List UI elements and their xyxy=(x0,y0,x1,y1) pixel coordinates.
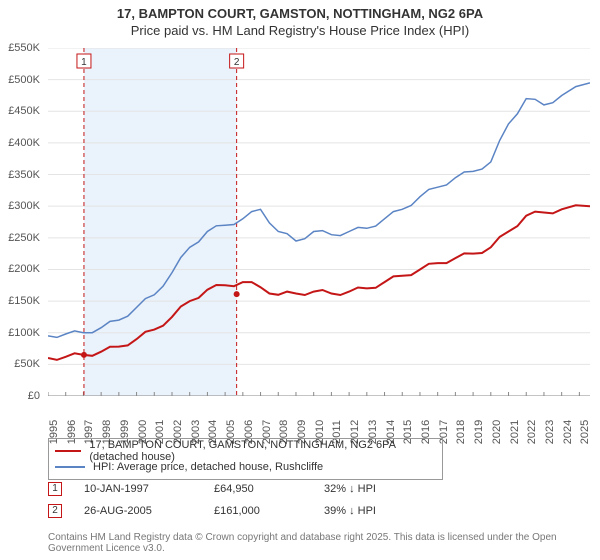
sale-delta: 39% ↓ HPI xyxy=(324,505,434,517)
x-tick-label: 2024 xyxy=(562,420,574,444)
y-tick-label: £350K xyxy=(8,169,40,181)
sale-delta: 32% ↓ HPI xyxy=(324,483,434,495)
y-tick-label: £450K xyxy=(8,105,40,117)
plot-area: 12 xyxy=(48,48,590,396)
chart-svg: 12 xyxy=(48,48,590,396)
y-tick-label: £550K xyxy=(8,42,40,54)
y-tick-label: £200K xyxy=(8,263,40,275)
sale-date: 10-JAN-1997 xyxy=(84,483,214,495)
sale-date: 26-AUG-2005 xyxy=(84,505,214,517)
y-axis: £0£50K£100K£150K£200K£250K£300K£350K£400… xyxy=(0,48,44,396)
sales-table: 1 10-JAN-1997£64,95032% ↓ HPI 2 26-AUG-2005… xyxy=(48,478,434,522)
sale-row: 2 26-AUG-2005£161,00039% ↓ HPI xyxy=(48,500,434,522)
y-tick-label: £0 xyxy=(28,390,40,402)
y-tick-label: £100K xyxy=(8,327,40,339)
x-tick-label: 2021 xyxy=(509,420,521,444)
legend-item: 17, BAMPTON COURT, GAMSTON, NOTTINGHAM, … xyxy=(55,443,436,459)
y-tick-label: £500K xyxy=(8,74,40,86)
svg-text:2: 2 xyxy=(234,57,240,68)
sale-price: £64,950 xyxy=(214,483,324,495)
y-tick-label: £50K xyxy=(14,358,40,370)
chart-container: 17, BAMPTON COURT, GAMSTON, NOTTINGHAM, … xyxy=(0,0,600,560)
address-title: 17, BAMPTON COURT, GAMSTON, NOTTINGHAM, … xyxy=(0,6,600,21)
x-tick-label: 2025 xyxy=(579,420,591,444)
svg-text:1: 1 xyxy=(81,57,87,68)
y-tick-label: £250K xyxy=(8,232,40,244)
legend-swatch xyxy=(55,466,85,468)
legend-label: 17, BAMPTON COURT, GAMSTON, NOTTINGHAM, … xyxy=(89,439,436,463)
x-tick-label: 2019 xyxy=(473,420,485,444)
x-tick-label: 2020 xyxy=(491,420,503,444)
legend-swatch xyxy=(55,450,81,452)
sale-price: £161,000 xyxy=(214,505,324,517)
x-axis: 1995199619971998199920002001200220032004… xyxy=(48,400,590,436)
y-tick-label: £300K xyxy=(8,200,40,212)
sale-marker-box: 1 xyxy=(48,482,62,496)
y-tick-label: £150K xyxy=(8,295,40,307)
sale-row: 1 10-JAN-1997£64,95032% ↓ HPI xyxy=(48,478,434,500)
attribution-text: Contains HM Land Registry data © Crown c… xyxy=(48,532,600,554)
subtitle: Price paid vs. HM Land Registry's House … xyxy=(0,23,600,38)
legend-label: HPI: Average price, detached house, Rush… xyxy=(93,461,323,473)
x-tick-label: 2023 xyxy=(544,420,556,444)
legend: 17, BAMPTON COURT, GAMSTON, NOTTINGHAM, … xyxy=(48,438,443,480)
y-tick-label: £400K xyxy=(8,137,40,149)
title-block: 17, BAMPTON COURT, GAMSTON, NOTTINGHAM, … xyxy=(0,0,600,38)
x-tick-label: 2022 xyxy=(526,420,538,444)
x-tick-label: 2018 xyxy=(455,420,467,444)
sale-marker-box: 2 xyxy=(48,504,62,518)
